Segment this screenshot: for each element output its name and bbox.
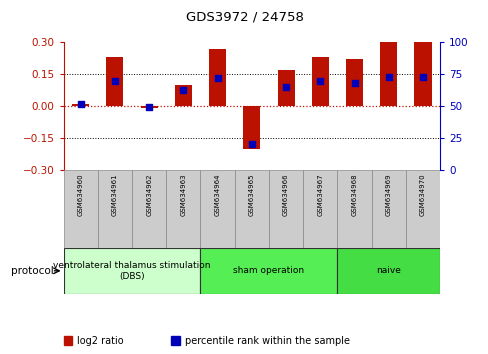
Text: GSM634962: GSM634962 <box>146 174 152 216</box>
Bar <box>200 170 234 248</box>
Text: GSM634963: GSM634963 <box>180 174 186 216</box>
Text: naive: naive <box>376 266 400 275</box>
Bar <box>141 106 157 108</box>
Point <box>350 80 358 86</box>
Text: GSM634961: GSM634961 <box>112 174 118 216</box>
Point <box>282 84 289 90</box>
Text: GSM634966: GSM634966 <box>283 174 288 216</box>
Bar <box>337 248 439 294</box>
Bar <box>200 248 337 294</box>
Point <box>384 74 392 80</box>
Bar <box>303 170 337 248</box>
Bar <box>63 170 98 248</box>
Bar <box>243 106 260 149</box>
Point <box>247 142 255 147</box>
Text: GSM634969: GSM634969 <box>385 174 391 216</box>
Bar <box>371 170 405 248</box>
Point <box>111 78 119 84</box>
Bar <box>277 70 294 106</box>
Bar <box>346 59 362 106</box>
Bar <box>72 104 89 106</box>
Bar <box>311 57 328 106</box>
Point <box>418 74 426 80</box>
Point <box>316 78 324 84</box>
Text: ventrolateral thalamus stimulation
(DBS): ventrolateral thalamus stimulation (DBS) <box>53 261 210 280</box>
Text: GSM634964: GSM634964 <box>214 174 220 216</box>
Text: GSM634967: GSM634967 <box>317 174 323 216</box>
Text: GSM634965: GSM634965 <box>248 174 254 216</box>
Point <box>179 87 187 92</box>
Bar <box>175 85 192 106</box>
Bar <box>132 170 166 248</box>
Bar <box>337 170 371 248</box>
Text: GSM634970: GSM634970 <box>419 174 425 216</box>
Point <box>145 105 153 110</box>
Text: GSM634968: GSM634968 <box>351 174 357 216</box>
Point <box>213 75 221 81</box>
Bar <box>414 42 430 106</box>
Bar <box>405 170 439 248</box>
Bar <box>380 42 397 106</box>
Bar <box>268 170 303 248</box>
Bar <box>208 49 225 106</box>
Text: percentile rank within the sample: percentile rank within the sample <box>184 336 349 346</box>
Bar <box>98 170 132 248</box>
Text: protocol: protocol <box>11 266 54 276</box>
Point <box>77 101 84 107</box>
Text: GSM634960: GSM634960 <box>78 174 83 216</box>
Bar <box>166 170 200 248</box>
Bar <box>234 170 268 248</box>
Text: GDS3972 / 24758: GDS3972 / 24758 <box>185 10 303 23</box>
Text: log2 ratio: log2 ratio <box>77 336 123 346</box>
Text: sham operation: sham operation <box>233 266 304 275</box>
Bar <box>63 248 200 294</box>
Bar <box>106 57 123 106</box>
